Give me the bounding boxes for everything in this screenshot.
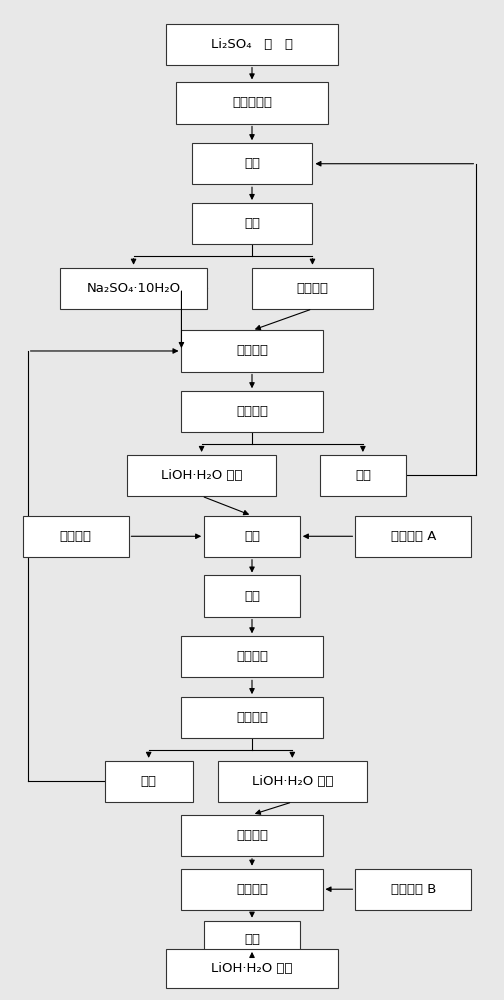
Text: 分离: 分离 <box>244 217 260 230</box>
FancyBboxPatch shape <box>204 921 300 958</box>
Text: LiOH·H₂O 粗品: LiOH·H₂O 粗品 <box>161 469 242 482</box>
FancyBboxPatch shape <box>355 516 471 557</box>
FancyBboxPatch shape <box>355 869 471 910</box>
Text: 混合冷却: 混合冷却 <box>236 883 268 896</box>
FancyBboxPatch shape <box>204 516 300 557</box>
Text: 复分解反应: 复分解反应 <box>232 96 272 109</box>
Text: 滤液: 滤液 <box>141 775 157 788</box>
Text: LiOH·H₂O 产品: LiOH·H₂O 产品 <box>211 962 293 975</box>
FancyBboxPatch shape <box>252 268 373 309</box>
FancyBboxPatch shape <box>192 143 312 184</box>
FancyBboxPatch shape <box>128 455 276 496</box>
Text: 结晶分离: 结晶分离 <box>236 711 268 724</box>
Text: 过滤: 过滤 <box>355 469 371 482</box>
Text: 蕲发浓缩: 蕲发浓缩 <box>236 650 268 663</box>
Text: Na₂SO₄·10H₂O: Na₂SO₄·10H₂O <box>87 282 180 295</box>
FancyBboxPatch shape <box>181 391 323 432</box>
Text: 真空干燥: 真空干燥 <box>236 829 268 842</box>
Text: 改性试剂 B: 改性试剂 B <box>391 883 436 896</box>
FancyBboxPatch shape <box>192 203 312 244</box>
Text: LiOH·H₂O 湿品: LiOH·H₂O 湿品 <box>251 775 333 788</box>
FancyBboxPatch shape <box>166 24 338 65</box>
FancyBboxPatch shape <box>166 949 338 988</box>
FancyBboxPatch shape <box>181 636 323 677</box>
FancyBboxPatch shape <box>181 330 323 372</box>
Text: 清液过滤: 清液过滤 <box>296 282 329 295</box>
FancyBboxPatch shape <box>218 761 367 802</box>
FancyBboxPatch shape <box>23 516 129 557</box>
FancyBboxPatch shape <box>320 455 406 496</box>
Text: 分离淋洗: 分离淋洗 <box>236 405 268 418</box>
Text: 重溶: 重溶 <box>244 530 260 543</box>
FancyBboxPatch shape <box>60 268 207 309</box>
FancyBboxPatch shape <box>181 869 323 910</box>
FancyBboxPatch shape <box>176 82 328 124</box>
Text: 蕲发浓缩: 蕲发浓缩 <box>236 344 268 357</box>
FancyBboxPatch shape <box>181 815 323 856</box>
Text: 去离子水: 去离子水 <box>59 530 92 543</box>
Text: 包装: 包装 <box>244 933 260 946</box>
Text: 冷冻: 冷冻 <box>244 157 260 170</box>
FancyBboxPatch shape <box>105 761 193 802</box>
Text: 过滤: 过滤 <box>244 590 260 603</box>
FancyBboxPatch shape <box>181 697 323 738</box>
FancyBboxPatch shape <box>204 575 300 617</box>
Text: 改性试剂 A: 改性试剂 A <box>391 530 436 543</box>
Text: Li₂SO₄   溶   液: Li₂SO₄ 溶 液 <box>211 38 293 51</box>
